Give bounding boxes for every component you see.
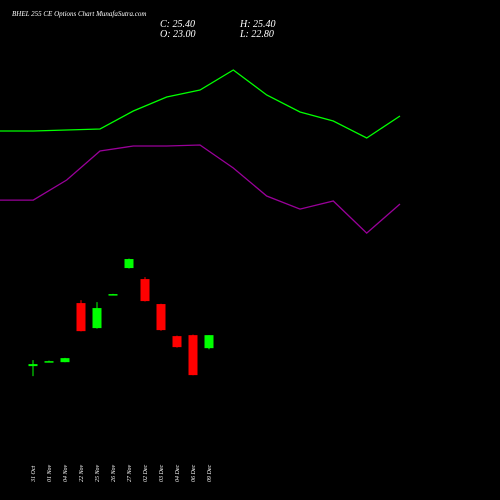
low-label: L: 22.80 <box>239 29 274 40</box>
x-tick-label: 27 Nov <box>127 464 133 482</box>
x-tick-label: 02 Dec <box>143 465 149 482</box>
x-tick-label: 04 Dec <box>174 465 181 482</box>
candle-body <box>60 358 70 363</box>
x-tick-label: 25 Nov <box>95 464 101 482</box>
x-tick-label: 31 Oct <box>31 466 37 483</box>
indicator-line <box>0 69 401 139</box>
open-label: O: 23.00 <box>160 29 196 40</box>
x-tick-label: 09 Dec <box>207 465 213 482</box>
x-tick-label: 26 Nov <box>111 464 117 482</box>
candle-body <box>44 361 54 363</box>
x-tick-label: 03 Dec <box>159 465 165 482</box>
candle-body <box>124 259 134 269</box>
x-tick-label: 22 Nov <box>79 464 85 482</box>
candle-body <box>92 308 102 329</box>
candle-body <box>172 336 182 348</box>
candle-body <box>188 335 198 376</box>
high-label: H: 25.40 <box>239 19 276 30</box>
candle-body <box>108 294 118 296</box>
indicator-line <box>0 144 401 234</box>
chart-title: BHEL 255 CE Options Chart MunafaSutra.co… <box>12 10 146 18</box>
candle-body <box>140 279 150 302</box>
candle-body <box>204 335 214 349</box>
x-tick-label: 06 Dec <box>191 465 197 482</box>
candle-body <box>156 304 166 331</box>
candle-body <box>28 364 38 367</box>
close-label: C: 25.40 <box>160 19 195 30</box>
x-tick-label: 01 Nov <box>47 464 53 482</box>
x-tick-label: 04 Nov <box>62 464 69 482</box>
candle-body <box>76 303 86 332</box>
